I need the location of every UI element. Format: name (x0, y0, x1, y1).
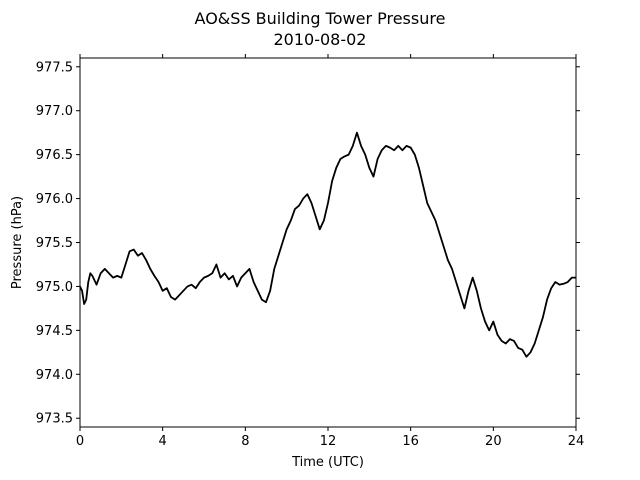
y-tick-label: 975.5 (36, 236, 73, 251)
x-tick-label: 16 (402, 434, 419, 449)
y-tick-label: 976.0 (36, 192, 73, 207)
y-tick-label: 973.5 (36, 412, 73, 427)
y-tick-label: 976.5 (36, 148, 73, 163)
y-axis-label: Pressure (hPa) (10, 196, 25, 289)
chart-subtitle: 2010-08-02 (274, 30, 367, 49)
plot-frame (79, 57, 577, 428)
x-tick-label: 8 (241, 434, 249, 449)
pressure-series-line (79, 131, 576, 358)
x-tick-label: 24 (568, 434, 585, 449)
y-tick-label: 974.0 (36, 368, 73, 383)
x-tick-label: 20 (485, 434, 502, 449)
x-tick-label: 12 (320, 434, 337, 449)
chart-title: AO&SS Building Tower Pressure (195, 9, 446, 28)
y-tick-label: 977.5 (36, 60, 73, 75)
x-tick-label: 4 (159, 434, 167, 449)
x-tick-label: 0 (76, 434, 84, 449)
x-axis-ticks: 0 4 8 12 16 20 24 (76, 54, 584, 449)
y-tick-label: 974.5 (36, 324, 73, 339)
y-axis-ticks: 973.5 974.0 974.5 975.0 975.5 976.0 976.5 977.0… (36, 60, 580, 427)
y-tick-label: 977.0 (36, 104, 73, 119)
y-tick-label: 975.0 (36, 280, 73, 295)
x-axis-label: Time (UTC) (291, 455, 364, 470)
